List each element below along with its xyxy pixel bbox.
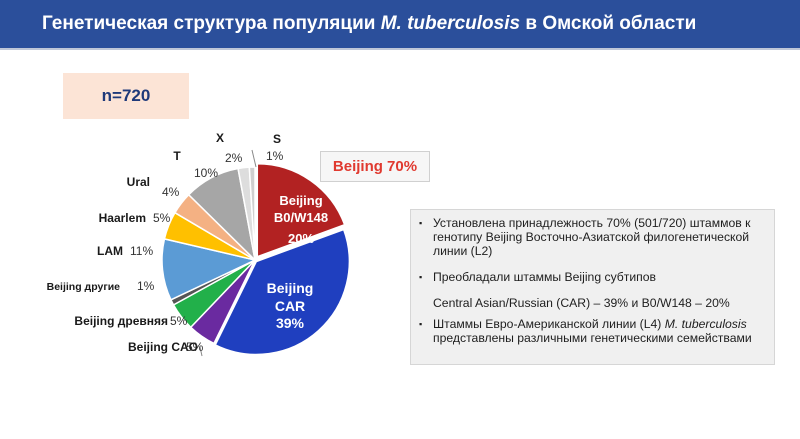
bullet-icon: ▪ xyxy=(419,272,423,282)
bullet-icon: ▪ xyxy=(419,319,423,329)
slice-label-beijing-древняя: Beijing древняя xyxy=(74,314,168,328)
pie-slice-beijing-car xyxy=(214,228,351,356)
slice-label-ural: Ural xyxy=(127,175,150,189)
slice-value-lam: 11% xyxy=(130,244,153,258)
leader-line xyxy=(199,346,203,357)
slice-label-beijing-cao: Beijing CAO xyxy=(128,340,198,354)
slice-label-beijing-другие: Beijing другие xyxy=(47,281,121,293)
slice-value-beijing-древняя: 5% xyxy=(170,314,188,328)
pie-slice-s xyxy=(248,166,256,261)
slide-title: Генетическая структура популяции M. tube… xyxy=(42,13,696,35)
slice-label-beijing-b0-w148: B0/W148 xyxy=(274,210,328,225)
beijing-total-label: Beijing 70% xyxy=(332,158,418,175)
pie-slice-beijing-b0-w148 xyxy=(256,162,346,258)
slice-label-x: X xyxy=(216,131,224,145)
note-text-4: Штаммы Евро-Американской линии (L4) M. t… xyxy=(433,317,765,345)
title-pre: Генетическая структура популяции xyxy=(42,13,381,34)
findings-box: ▪ Установлена принадлежность 70% (501/72… xyxy=(410,209,775,365)
slice-label-beijing-car: CAR xyxy=(275,298,305,314)
slice-value-s: 1% xyxy=(266,149,284,163)
slice-value-haarlem: 5% xyxy=(153,211,171,225)
note-text-4-pre: Штаммы Евро-Американской линии (L4) xyxy=(433,317,665,331)
beijing-total-box: Beijing 70% xyxy=(320,151,430,182)
slice-value-beijing-car: 39% xyxy=(276,315,305,331)
note-text-4-post: представлены различными генетическими се… xyxy=(433,331,752,345)
slice-label-beijing-car: Beijing xyxy=(267,280,314,296)
slide-header: Генетическая структура популяции M. tube… xyxy=(0,0,800,50)
slice-value-beijing-другие: 1% xyxy=(137,279,155,293)
slice-label-beijing-b0-w148: Beijing xyxy=(279,193,322,208)
note-text-2: Преобладали штаммы Beijing субтипов xyxy=(433,270,657,284)
slice-value-beijing-b0-w148: 20% xyxy=(288,231,314,246)
note-text-1: Установлена принадлежность 70% (501/720)… xyxy=(433,216,751,258)
title-post: в Омской области xyxy=(520,13,697,34)
title-italic: M. tuberculosis xyxy=(380,13,521,34)
slice-label-s: S xyxy=(273,132,281,146)
bullet-icon: ▪ xyxy=(419,218,423,228)
leader-line xyxy=(251,149,257,168)
slice-label-lam: LAM xyxy=(97,244,123,258)
slice-value-ural: 4% xyxy=(162,185,180,199)
slice-value-x: 2% xyxy=(225,151,243,165)
slice-label-haarlem: Haarlem xyxy=(99,211,146,225)
note-text-3: Central Asian/Russian (CAR) – 39% и B0/W… xyxy=(433,296,730,310)
sample-size-box: n=720 xyxy=(63,73,189,119)
slice-label-t: T xyxy=(173,149,181,163)
note-text-4-italic: M. tuberculosis xyxy=(664,317,747,331)
sample-size-label: n=720 xyxy=(101,86,151,105)
slice-value-t: 10% xyxy=(194,166,218,180)
slice-value-beijing-cao: 5% xyxy=(186,340,204,354)
